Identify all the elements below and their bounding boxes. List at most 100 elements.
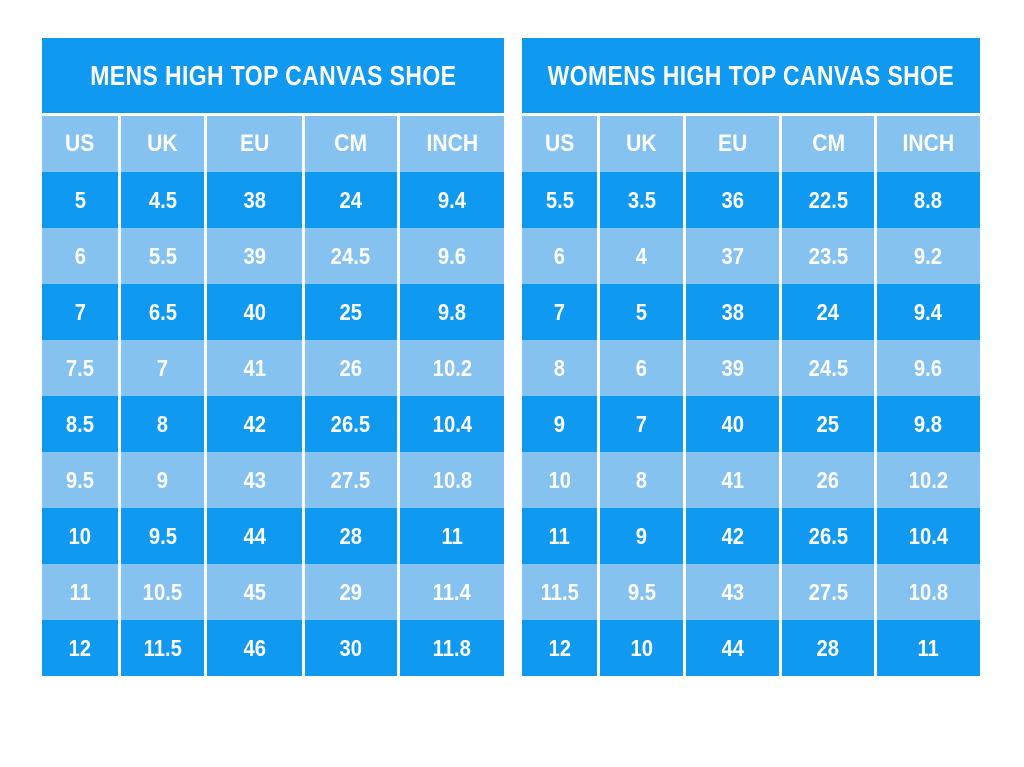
cell-value: 39 (721, 354, 744, 381)
table-cell: 9.5 (42, 452, 118, 508)
cell-value: 24 (339, 186, 363, 213)
table-cell: 7.5 (42, 340, 118, 396)
table-cell: 9.6 (876, 340, 980, 396)
table-cell: 45 (207, 564, 302, 620)
table-cell: 9.4 (400, 172, 504, 228)
cell-value: 43 (243, 466, 266, 493)
column-header-cm: CM (782, 116, 874, 172)
cell-value: 11 (917, 634, 940, 661)
table-cell: 11.8 (400, 620, 504, 676)
cell-value: CM (334, 130, 368, 157)
cell-value: 5 (635, 298, 648, 325)
table-cell: 9.5 (600, 564, 683, 620)
cell-value: 29 (339, 578, 363, 605)
cell-value: 23.5 (808, 242, 848, 269)
cell-value: 40 (243, 298, 266, 325)
table-cell: 10 (600, 620, 683, 676)
table-cell: 38 (685, 284, 780, 340)
cell-value: 22.5 (808, 186, 848, 213)
table-cell: 27.5 (782, 564, 874, 620)
table-cell: 28 (304, 508, 397, 564)
womens-table-grid: US UK EU CM INCH 5.5 3.5 36 22.5 8.8 6 4 37 23.5 9.2 7 5… (522, 116, 980, 676)
cell-value: 37 (721, 242, 744, 269)
table-cell: 7 (600, 396, 683, 452)
table-cell: 39 (685, 340, 780, 396)
cell-value: 6 (553, 242, 566, 269)
cell-value: 9.6 (914, 354, 943, 381)
cell-value: 9.6 (437, 242, 467, 269)
womens-size-table: WOMENS HIGH TOP CANVAS SHOE US UK EU CM INCH… (522, 38, 980, 676)
table-cell: 29 (304, 564, 397, 620)
cell-value: 46 (243, 634, 266, 661)
cell-value: 12 (548, 634, 571, 661)
table-cell: 22.5 (782, 172, 874, 228)
column-header-inch: INCH (876, 116, 980, 172)
cell-value: 11.8 (432, 634, 472, 661)
cell-value: CM (811, 130, 845, 157)
table-cell: 4 (600, 228, 683, 284)
cell-value: 8 (156, 410, 169, 437)
table-cell: 10.5 (120, 564, 205, 620)
table-cell: 26.5 (782, 508, 874, 564)
cell-value: EU (718, 130, 748, 157)
column-header-uk: UK (120, 116, 205, 172)
cell-value: 40 (721, 410, 744, 437)
cell-value: 25 (339, 298, 363, 325)
table-cell: 5.5 (120, 228, 205, 284)
table-cell: 24 (304, 172, 397, 228)
cell-value: 10.4 (432, 410, 472, 437)
cell-value: 9.5 (65, 466, 94, 493)
cell-value: 38 (721, 298, 744, 325)
table-cell: 11 (400, 508, 504, 564)
cell-value: 12 (68, 634, 92, 661)
table-cell: 11 (522, 508, 598, 564)
table-cell: 24 (782, 284, 874, 340)
cell-value: 6.5 (148, 298, 177, 325)
cell-value: 5.5 (545, 186, 574, 213)
cell-value: 7 (635, 410, 648, 437)
table-cell: 26.5 (304, 396, 397, 452)
table-cell: 44 (207, 508, 302, 564)
table-cell: 43 (207, 452, 302, 508)
table-cell: 39 (207, 228, 302, 284)
cell-value: US (65, 130, 95, 157)
table-cell: 6.5 (120, 284, 205, 340)
table-cell: 6 (42, 228, 118, 284)
cell-value: 10.2 (908, 466, 949, 493)
table-cell: 42 (207, 396, 302, 452)
cell-value: 38 (243, 186, 266, 213)
table-cell: 24.5 (782, 340, 874, 396)
cell-value: 8.8 (914, 186, 943, 213)
cell-value: 9 (553, 410, 566, 437)
table-cell: 8 (522, 340, 598, 396)
cell-value: INCH (902, 130, 955, 157)
table-cell: 37 (685, 228, 780, 284)
table-cell: 41 (207, 340, 302, 396)
cell-value: INCH (426, 130, 478, 157)
cell-value: 10.8 (432, 466, 472, 493)
cell-value: 26 (339, 354, 363, 381)
table-cell: 40 (685, 396, 780, 452)
cell-value: 8.5 (65, 410, 94, 437)
table-cell: 44 (685, 620, 780, 676)
table-cell: 30 (304, 620, 397, 676)
cell-value: 10.4 (908, 522, 949, 549)
cell-value: 7.5 (65, 354, 94, 381)
table-cell: 9.5 (120, 508, 205, 564)
cell-value: 10 (630, 634, 653, 661)
cell-value: 45 (243, 578, 266, 605)
cell-value: 6 (635, 354, 648, 381)
cell-value: 8 (635, 466, 648, 493)
table-cell: 5.5 (522, 172, 598, 228)
cell-value: 4.5 (148, 186, 177, 213)
cell-value: 8 (553, 354, 566, 381)
table-cell: 11.4 (400, 564, 504, 620)
cell-value: 10.2 (432, 354, 472, 381)
cell-value: 7 (553, 298, 566, 325)
column-header-us: US (42, 116, 118, 172)
cell-value: 9.5 (627, 578, 656, 605)
cell-value: 27.5 (808, 578, 848, 605)
cell-value: 11.4 (432, 578, 472, 605)
table-cell: 28 (782, 620, 874, 676)
table-cell: 26 (782, 452, 874, 508)
